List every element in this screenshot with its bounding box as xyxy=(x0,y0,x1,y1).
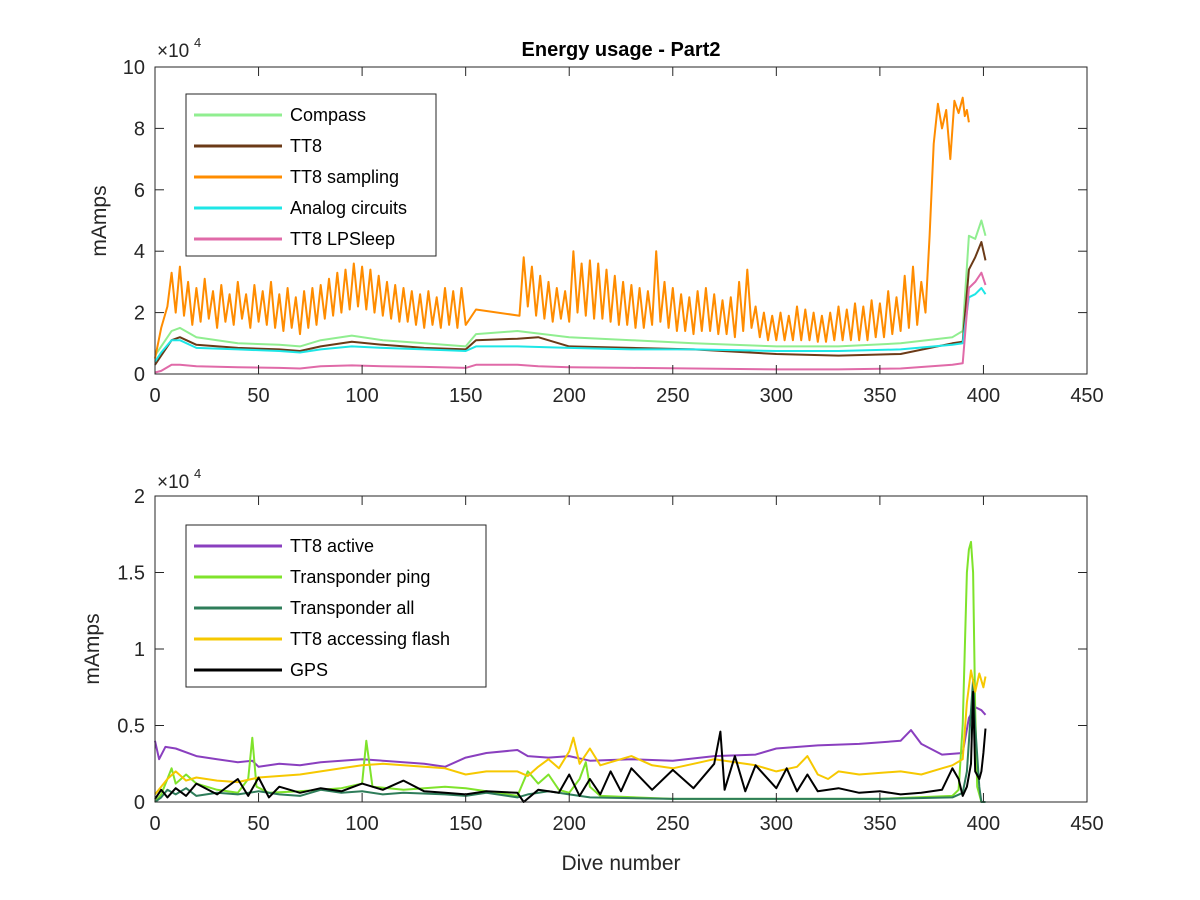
bottom-y-exponent: ×10 4 xyxy=(157,466,201,493)
x-tick-label: 300 xyxy=(760,813,793,835)
bottom-ticks-layer: 0 50 100 150 200 250 300 350 400 450 0 0.5 1 1.5 2 xyxy=(117,486,1104,835)
x-tick-label: 200 xyxy=(553,385,586,407)
bottom-series-layer xyxy=(154,540,987,803)
series-line-tt8-lpsleep xyxy=(154,271,987,374)
bottom-axes: ×10 4 mAmps Dive number 0 50 100 150 200 250 3… xyxy=(81,466,1104,875)
top-series-layer xyxy=(154,96,987,374)
legend-entry: TT8 xyxy=(290,136,322,156)
legend-box xyxy=(185,524,487,688)
y-tick-label: 2 xyxy=(134,486,145,508)
x-tick-label: 350 xyxy=(863,385,896,407)
legend-entry: TT8 LPSleep xyxy=(290,229,395,249)
x-tick-label: 450 xyxy=(1070,813,1103,835)
x-tick-label: 400 xyxy=(967,813,1000,835)
y-tick-label: 4 xyxy=(134,241,145,263)
y-tick-label: 10 xyxy=(123,57,145,79)
series-line-gps xyxy=(154,690,987,803)
bottom-exponent-power: 4 xyxy=(194,466,201,481)
series-line-compass xyxy=(154,219,987,357)
x-tick-label: 100 xyxy=(345,813,378,835)
x-tick-label: 200 xyxy=(553,813,586,835)
series-line-tt8 xyxy=(154,241,987,366)
top-y-axis-label: mAmps xyxy=(88,185,111,256)
legend-entry: Compass xyxy=(290,105,366,125)
series-line-tt8-sampling xyxy=(154,96,970,359)
x-tick-label: 0 xyxy=(149,385,160,407)
x-tick-label: 250 xyxy=(656,385,689,407)
legend-box xyxy=(185,93,437,257)
top-exponent-power: 4 xyxy=(194,35,201,50)
x-tick-label: 350 xyxy=(863,813,896,835)
y-tick-label: 0 xyxy=(134,792,145,814)
x-tick-label: 300 xyxy=(760,385,793,407)
legend-entry: Transponder ping xyxy=(290,567,430,587)
series-line-tt8-accessing-flash xyxy=(154,669,987,796)
chart-title: Energy usage - Part2 xyxy=(522,39,721,61)
x-tick-label: 450 xyxy=(1070,385,1103,407)
legend-entry: Analog circuits xyxy=(290,198,407,218)
bottom-y-axis-label: mAmps xyxy=(81,613,104,684)
legend-entry: TT8 sampling xyxy=(290,167,399,187)
top-y-exponent: ×10 4 xyxy=(157,35,201,62)
top-exponent-base: ×10 xyxy=(157,41,189,62)
x-tick-label: 150 xyxy=(449,385,482,407)
y-tick-label: 8 xyxy=(134,118,145,140)
top-legend: Compass TT8 TT8 sampling Analog circuits TT8… xyxy=(185,93,437,257)
x-tick-label: 250 xyxy=(656,813,689,835)
x-tick-label: 0 xyxy=(149,813,160,835)
x-tick-label: 100 xyxy=(345,385,378,407)
series-line-analog-circuits xyxy=(154,287,987,363)
top-axes-box xyxy=(154,66,1088,375)
x-tick-label: 50 xyxy=(247,813,269,835)
x-tick-label: 150 xyxy=(449,813,482,835)
legend-entry: Transponder all xyxy=(290,598,414,618)
bottom-legend: TT8 active Transponder ping Transponder al… xyxy=(185,524,487,688)
legend-entry: TT8 accessing flash xyxy=(290,629,450,649)
series-line-transponder-all xyxy=(154,678,986,803)
series-line-tt8-active xyxy=(154,706,987,768)
bottom-x-axis-label: Dive number xyxy=(561,852,680,875)
y-tick-label: 0 xyxy=(134,364,145,386)
series-line-transponder-ping xyxy=(154,540,986,803)
y-tick-label: 1.5 xyxy=(117,563,145,585)
bottom-axes-box xyxy=(154,495,1088,803)
legend-entry: TT8 active xyxy=(290,536,374,556)
top-axes: Energy usage - Part2 ×10 4 mAmps 0 50 100 1… xyxy=(88,35,1104,407)
top-ticks-layer: 0 50 100 150 200 250 300 350 400 450 0 2 4 6 8 10 xyxy=(123,57,1104,407)
x-tick-label: 50 xyxy=(247,385,269,407)
x-tick-label: 400 xyxy=(967,385,1000,407)
legend-entry: GPS xyxy=(290,660,328,680)
y-tick-label: 1 xyxy=(134,639,145,661)
y-tick-label: 0.5 xyxy=(117,716,145,738)
y-tick-label: 2 xyxy=(134,303,145,325)
y-tick-label: 6 xyxy=(134,180,145,202)
bottom-exponent-base: ×10 xyxy=(157,472,189,493)
